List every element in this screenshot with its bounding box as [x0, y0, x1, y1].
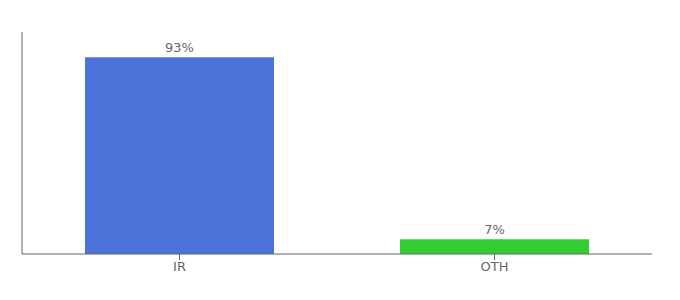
svg-text:IR: IR — [173, 259, 186, 274]
svg-text:OTH: OTH — [481, 259, 509, 274]
svg-text:93%: 93% — [165, 40, 194, 55]
svg-text:7%: 7% — [484, 222, 505, 237]
